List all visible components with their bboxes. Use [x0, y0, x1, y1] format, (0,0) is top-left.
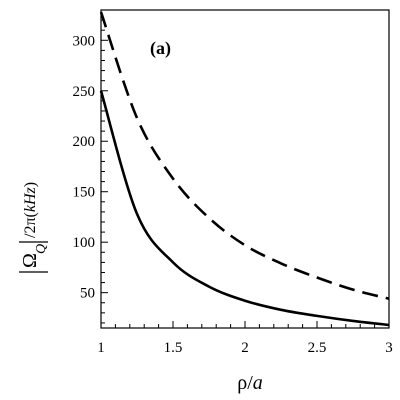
dashed-curve [99, 11, 390, 300]
x-tick-label: 2.5 [308, 340, 327, 356]
x-tick-label: 3 [385, 340, 393, 356]
panel-annotation: (a) [150, 38, 171, 59]
axes-frame [100, 9, 390, 329]
x-axis-label-main: ρ/ [237, 372, 253, 394]
solid-curve [99, 90, 390, 327]
x-tick-label: 1.5 [164, 340, 183, 356]
x-axis-label-var: a [253, 372, 263, 394]
y-tick-label: 250 [73, 84, 96, 100]
y-label-rest: /2π(kHz) [22, 182, 39, 238]
y-tick-label: 150 [73, 185, 96, 201]
y-tick-label: 50 [80, 286, 95, 302]
y-tick-label: 100 [73, 235, 96, 251]
y-axis-label: Ω Q /2π(kHz) [19, 182, 49, 273]
x-tick-label: 1 [97, 340, 105, 356]
y-label-omega: Ω [19, 253, 41, 268]
y-label-unit: kHz [22, 186, 39, 212]
x-axis-label: ρ/a [237, 372, 263, 394]
y-label-rest-text: /2π( [22, 212, 39, 238]
y-axis-ticks: 50 100 150 200 250 300 [73, 9, 108, 324]
x-axis-ticks: 1 1.5 2 2.5 3 [97, 321, 393, 356]
plot-frame [100, 9, 390, 329]
series-layer [99, 11, 390, 327]
y-tick-label: 300 [73, 33, 96, 49]
y-label-subscript: Q [34, 244, 49, 254]
x-tick-label: 2 [241, 340, 249, 356]
y-label-close: ) [22, 182, 39, 187]
y-tick-label: 200 [73, 134, 96, 150]
